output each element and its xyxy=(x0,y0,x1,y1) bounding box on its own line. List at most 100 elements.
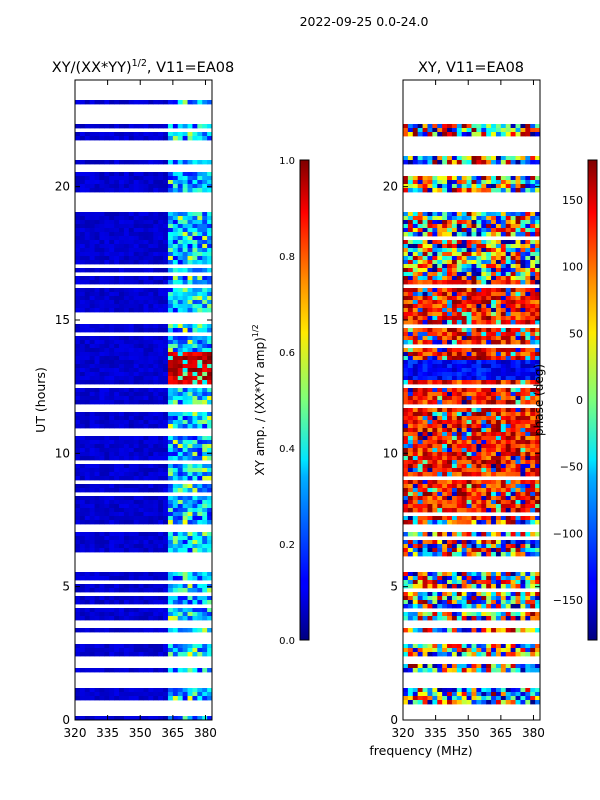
heatmap-cell xyxy=(138,412,145,417)
heatmap-cell xyxy=(495,256,502,261)
heatmap-cell xyxy=(481,508,487,513)
heatmap-cell xyxy=(442,248,448,253)
heatmap-cell xyxy=(143,448,149,453)
heatmap-cell xyxy=(133,692,140,697)
heatmap-cell xyxy=(412,500,419,505)
heatmap-cell xyxy=(466,448,473,453)
heatmap-cell xyxy=(427,276,433,281)
heatmap-cell xyxy=(148,372,154,377)
heatmap-cell xyxy=(476,516,482,521)
heatmap-cell xyxy=(123,292,130,297)
heatmap-cell xyxy=(442,224,448,229)
heatmap-cell xyxy=(99,292,105,297)
heatmap-cell xyxy=(451,276,458,281)
heatmap-cell xyxy=(520,260,526,265)
heatmap-cell xyxy=(432,388,438,393)
heatmap-cell xyxy=(466,444,473,449)
heatmap-cell xyxy=(187,180,194,185)
heatmap-cell xyxy=(128,416,135,421)
heatmap-cell xyxy=(143,476,149,481)
heatmap-cell xyxy=(437,492,443,497)
heatmap-cell xyxy=(177,688,184,693)
heatmap-cell xyxy=(172,240,179,245)
heatmap-cell xyxy=(187,308,194,313)
heatmap-cell xyxy=(104,576,110,581)
heatmap-cell xyxy=(456,180,463,185)
heatmap-cell xyxy=(520,444,526,449)
heatmap-cell xyxy=(172,324,179,329)
heatmap-cell xyxy=(143,504,149,509)
heatmap-cell xyxy=(99,388,105,393)
heatmap-cell xyxy=(128,504,135,509)
heatmap-cell xyxy=(172,172,179,177)
heatmap-cell xyxy=(491,376,497,381)
heatmap-cell xyxy=(104,100,110,105)
heatmap-cell xyxy=(422,444,429,449)
heatmap-cell xyxy=(403,224,409,229)
heatmap-cell xyxy=(476,416,482,421)
heatmap-cell xyxy=(505,408,512,413)
heatmap-cell xyxy=(99,172,105,177)
heatmap-cell xyxy=(495,372,502,377)
heatmap-cell xyxy=(417,508,424,513)
heatmap-cell xyxy=(510,184,517,189)
heatmap-cell xyxy=(153,440,159,445)
heatmap-cell xyxy=(119,644,125,649)
heatmap-cell xyxy=(505,428,512,433)
heatmap-cell xyxy=(515,452,522,457)
heatmap-cell xyxy=(158,516,164,521)
heatmap-cell xyxy=(94,336,101,341)
heatmap-cell xyxy=(79,364,86,369)
heatmap-cell xyxy=(172,348,179,353)
heatmap-cell xyxy=(89,248,96,253)
heatmap-cell xyxy=(187,256,194,261)
heatmap-cell xyxy=(94,420,101,425)
heatmap-cell xyxy=(163,256,169,261)
heatmap-cell xyxy=(481,376,487,381)
heatmap-cell xyxy=(403,456,409,461)
heatmap-cell xyxy=(79,608,86,613)
heatmap-cell xyxy=(495,440,502,445)
heatmap-cell xyxy=(104,512,110,517)
heatmap-cell xyxy=(109,336,115,341)
heatmap-cell xyxy=(75,420,81,425)
heatmap-cell xyxy=(158,688,164,693)
heatmap-cell xyxy=(75,652,81,657)
heatmap-cell xyxy=(442,180,448,185)
heatmap-cell xyxy=(520,492,526,497)
heatmap-cell xyxy=(153,300,159,305)
heatmap-cell xyxy=(432,368,438,373)
heatmap-cell xyxy=(89,544,96,549)
heatmap-cell xyxy=(123,100,130,105)
heatmap-cell xyxy=(432,280,438,285)
heatmap-cell xyxy=(481,488,487,493)
heatmap-cell xyxy=(182,696,189,701)
heatmap-cell xyxy=(89,424,96,429)
heatmap-cell xyxy=(530,348,536,353)
heatmap-cell xyxy=(148,548,154,553)
heatmap-cell xyxy=(476,448,482,453)
heatmap-cell xyxy=(535,472,540,477)
heatmap-cell xyxy=(456,348,463,353)
heatmap-cell xyxy=(437,240,443,245)
heatmap-cell xyxy=(109,440,115,445)
heatmap-cell xyxy=(530,424,536,429)
heatmap-cell xyxy=(495,380,502,385)
heatmap-cell xyxy=(481,188,487,193)
heatmap-cell xyxy=(109,160,115,165)
heatmap-cell xyxy=(104,692,110,697)
heatmap-cell xyxy=(197,160,203,165)
heatmap-cell xyxy=(123,220,130,225)
heatmap-cell xyxy=(476,232,482,237)
heatmap-cell xyxy=(202,372,208,377)
heatmap-cell xyxy=(461,260,468,265)
heatmap-cell xyxy=(451,264,458,269)
heatmap-cell xyxy=(138,276,145,281)
heatmap-cell xyxy=(104,452,110,457)
heatmap-cell xyxy=(486,532,492,537)
heatmap-cell xyxy=(525,364,531,369)
heatmap-cell xyxy=(481,308,487,313)
heatmap-cell xyxy=(535,224,540,229)
heatmap-cell xyxy=(417,128,424,133)
heatmap-cell xyxy=(456,428,463,433)
